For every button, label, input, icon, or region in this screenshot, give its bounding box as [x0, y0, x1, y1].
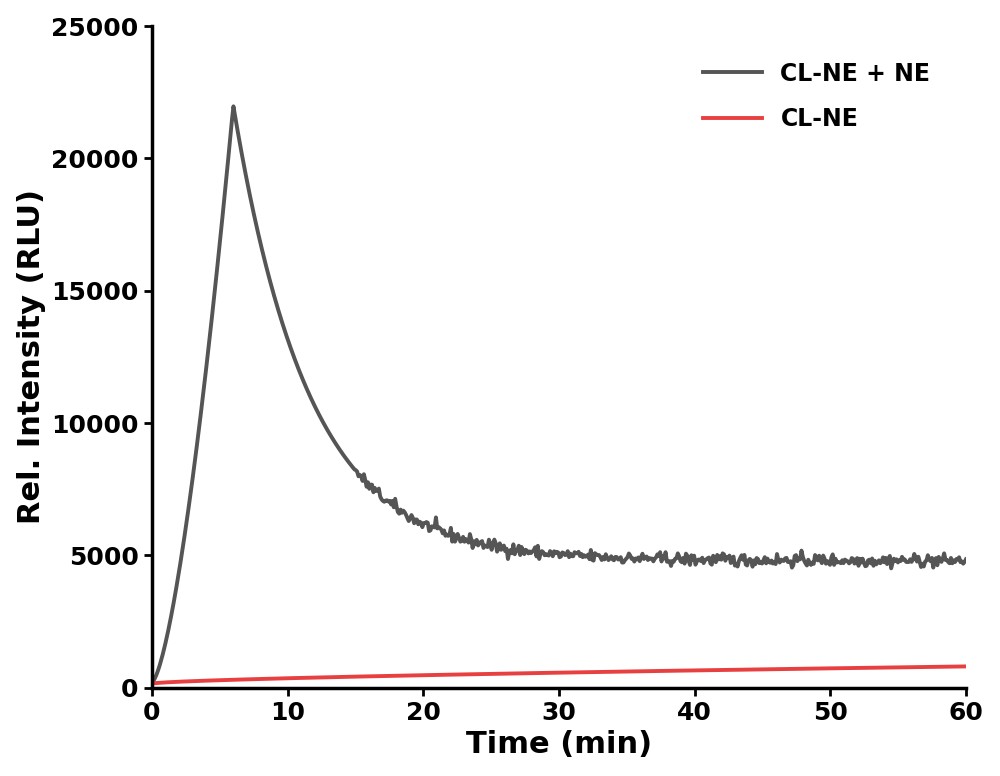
- CL-NE: [626, 667, 638, 676]
- CL-NE + NE: [516, 542, 528, 552]
- CL-NE + NE: [291, 362, 303, 371]
- CL-NE + NE: [960, 555, 972, 564]
- CL-NE + NE: [691, 557, 703, 566]
- CL-NE: [689, 666, 701, 675]
- X-axis label: Time (min): Time (min): [466, 730, 652, 760]
- CL-NE + NE: [146, 677, 158, 687]
- CL-NE + NE: [357, 476, 369, 486]
- CL-NE: [759, 665, 771, 674]
- CL-NE + NE: [760, 559, 772, 568]
- Legend: CL-NE + NE, CL-NE: CL-NE + NE, CL-NE: [679, 38, 954, 154]
- CL-NE: [146, 679, 158, 688]
- CL-NE + NE: [627, 554, 639, 563]
- CL-NE: [290, 674, 302, 683]
- Line: CL-NE + NE: CL-NE + NE: [152, 106, 966, 682]
- CL-NE + NE: [227, 102, 239, 111]
- CL-NE: [355, 672, 367, 681]
- Y-axis label: Rel. Intensity (RLU): Rel. Intensity (RLU): [17, 189, 46, 525]
- CL-NE: [514, 669, 526, 678]
- CL-NE: [960, 662, 972, 671]
- Line: CL-NE: CL-NE: [152, 667, 966, 684]
